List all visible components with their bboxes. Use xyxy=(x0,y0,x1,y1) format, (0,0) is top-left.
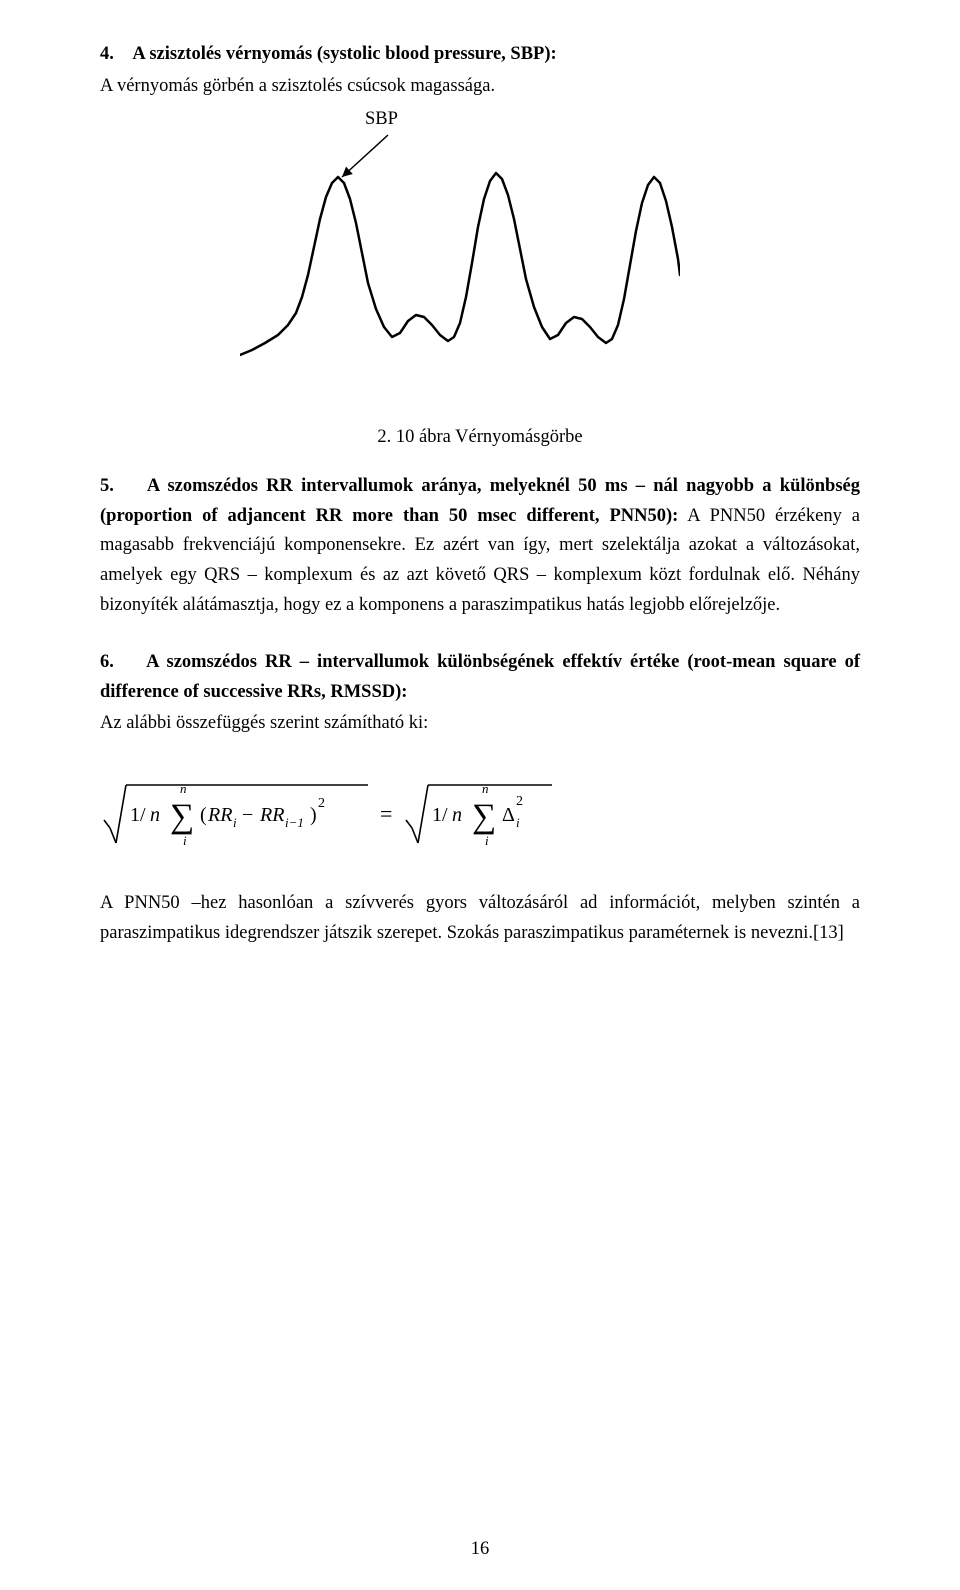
figure-caption: 2. 10 ábra Vérnyomásgörbe xyxy=(100,427,860,448)
section-6-intro: Az alábbi összefüggés szerint számítható… xyxy=(100,709,860,739)
section-6-heading: 6. A szomszédos RR – intervallumok külön… xyxy=(100,648,860,707)
svg-text:i−1: i−1 xyxy=(285,815,304,830)
svg-text:i: i xyxy=(516,815,520,830)
rmssd-formula: 1/n∑ni(RRi−RRi−1)2=1/n∑niΔi2 xyxy=(100,773,560,855)
svg-text:∑: ∑ xyxy=(472,798,496,835)
section-4-line2: A vérnyomás görbén a szisztolés csúcsok … xyxy=(100,72,860,102)
page-root: 4. A szisztolés vérnyomás (systolic bloo… xyxy=(0,0,960,1590)
svg-text:−: − xyxy=(242,804,253,826)
section-4-prefix: 4. xyxy=(100,44,114,64)
svg-text:i: i xyxy=(485,833,489,848)
figure-container: SBP xyxy=(230,109,700,409)
svg-text:n: n xyxy=(482,781,489,796)
sbp-arrow xyxy=(240,129,440,199)
svg-text:i: i xyxy=(233,815,237,830)
svg-text:RR: RR xyxy=(207,804,232,826)
svg-text:i: i xyxy=(183,833,187,848)
section-6-prefix: 6. xyxy=(100,652,114,672)
svg-text:n: n xyxy=(150,804,160,826)
svg-text:1/: 1/ xyxy=(130,804,146,826)
svg-text:2: 2 xyxy=(516,794,523,809)
svg-text:n: n xyxy=(452,804,462,826)
svg-text:Δ: Δ xyxy=(502,804,515,826)
svg-text:): ) xyxy=(310,804,317,826)
svg-text:RR: RR xyxy=(259,804,284,826)
svg-text:(: ( xyxy=(200,804,207,826)
svg-text:1/: 1/ xyxy=(432,804,448,826)
svg-text:∑: ∑ xyxy=(170,798,194,835)
section-4-heading: 4. A szisztolés vérnyomás (systolic bloo… xyxy=(100,40,860,70)
svg-text:2: 2 xyxy=(318,796,325,811)
waveform-chart xyxy=(240,165,680,405)
closing-paragraph: A PNN50 –hez hasonlóan a szívverés gyors… xyxy=(100,889,860,948)
section-4-title: A szisztolés vérnyomás (systolic blood p… xyxy=(132,44,556,64)
svg-text:n: n xyxy=(180,781,187,796)
svg-text:=: = xyxy=(380,801,392,826)
sbp-label: SBP xyxy=(365,109,398,130)
section-6-title: A szomszédos RR – intervallumok különbsé… xyxy=(100,652,860,702)
formula-container: 1/n∑ni(RRi−RRi−1)2=1/n∑niΔi2 xyxy=(100,773,860,855)
section-5: 5. A szomszédos RR intervallumok aránya,… xyxy=(100,472,860,620)
section-5-prefix: 5. xyxy=(100,476,114,496)
page-number: 16 xyxy=(0,1539,960,1560)
